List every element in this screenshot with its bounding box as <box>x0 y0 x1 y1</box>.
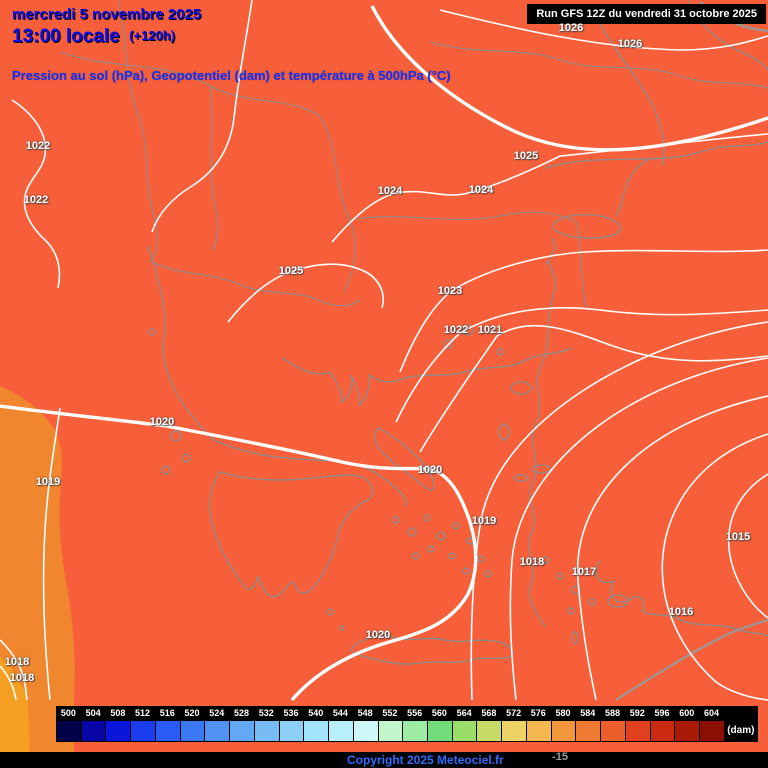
scale-value: 588 <box>605 708 621 718</box>
scale-value: 584 <box>580 708 596 718</box>
scale-unit-label: (dam) <box>727 725 755 736</box>
scale-color-cell <box>502 721 526 741</box>
scale-color-cell <box>700 721 724 741</box>
coastlines-layer <box>147 0 768 665</box>
scale-value: 540 <box>308 708 324 718</box>
scale-value: 544 <box>332 708 348 718</box>
scale-value: 560 <box>431 708 447 718</box>
scale-color-cell <box>526 721 551 741</box>
scale-value: 576 <box>530 708 546 718</box>
scale-value: 504 <box>85 708 101 718</box>
color-scale-values: 500 504 508 512 516 520 524 528 532 536 … <box>56 706 758 720</box>
scale-color-cell <box>279 721 304 741</box>
scale-value: 564 <box>456 708 472 718</box>
scale-value: 556 <box>407 708 423 718</box>
scale-value: 600 <box>679 708 695 718</box>
scale-value: 508 <box>110 708 126 718</box>
fill-low-geopotential-west <box>0 386 75 768</box>
scale-color-cell <box>428 721 452 741</box>
scale-color-cell <box>304 721 329 741</box>
scale-color-cell <box>675 721 700 741</box>
scale-value: 596 <box>654 708 670 718</box>
map-parameters-subtitle: Pression au sol (hPa), Geopotentiel (dam… <box>12 68 451 83</box>
scale-value: 528 <box>233 708 250 718</box>
scale-color-cell <box>403 721 428 741</box>
time-row: 13:00 locale (+120h) <box>12 26 432 48</box>
scale-color-cell <box>180 721 205 741</box>
scale-color-cell <box>205 721 230 741</box>
scale-color-cell <box>601 721 625 741</box>
scale-color-cell <box>106 721 131 741</box>
scale-value: 592 <box>629 708 645 718</box>
scale-color-cell <box>155 721 180 741</box>
scale-value: 524 <box>209 708 225 718</box>
footer-bar: Copyright 2025 Meteociel.fr <box>0 752 768 768</box>
scale-color-cell <box>378 721 403 741</box>
scale-color-cell <box>230 721 254 741</box>
scale-color-cell <box>576 721 601 741</box>
color-scale-cells: (dam) <box>56 720 758 742</box>
scale-value: 580 <box>555 708 571 718</box>
scale-value: 568 <box>481 708 497 718</box>
scale-value: 520 <box>184 708 200 718</box>
scale-value: 604 <box>703 708 719 718</box>
model-run-info: Run GFS 12Z du vendredi 31 octobre 2025 <box>527 4 766 24</box>
forecast-offset-label: (+120h) <box>129 28 176 43</box>
scale-value: 516 <box>159 708 175 718</box>
scale-color-cell <box>452 721 477 741</box>
scale-color-cell <box>625 721 650 741</box>
thick-contour-layer <box>0 5 768 702</box>
scale-value: 572 <box>506 708 522 718</box>
scale-value: 500 <box>60 708 76 718</box>
fill-lower-geopotential-corner <box>0 656 30 768</box>
local-time-label: 13:00 locale <box>12 26 120 47</box>
geopotential-color-scale: 500 504 508 512 516 520 524 528 532 536 … <box>56 706 758 742</box>
scale-color-cell <box>551 721 576 741</box>
scale-color-cell <box>650 721 675 741</box>
geopotential-fill-layer <box>0 386 75 768</box>
scale-value: 532 <box>258 708 274 718</box>
country-borders-layer <box>59 0 768 311</box>
scale-color-cell <box>353 721 378 741</box>
scale-value: 552 <box>382 708 398 718</box>
scale-color-cell <box>57 721 81 741</box>
scale-value: 512 <box>135 708 151 718</box>
copyright-label: Copyright 2025 Meteociel.fr <box>347 753 504 767</box>
scale-color-cell <box>329 721 353 741</box>
scale-value: 548 <box>357 708 373 718</box>
date-label: mercredi 5 novembre 2025 <box>12 6 202 23</box>
scale-value: 536 <box>283 708 299 718</box>
isobar-layer <box>0 0 768 701</box>
temperature-contour-layer <box>615 1 768 701</box>
scale-color-cell <box>254 721 279 741</box>
scale-color-cell <box>477 721 502 741</box>
scale-color-cell <box>81 721 106 741</box>
scale-color-cell <box>131 721 155 741</box>
